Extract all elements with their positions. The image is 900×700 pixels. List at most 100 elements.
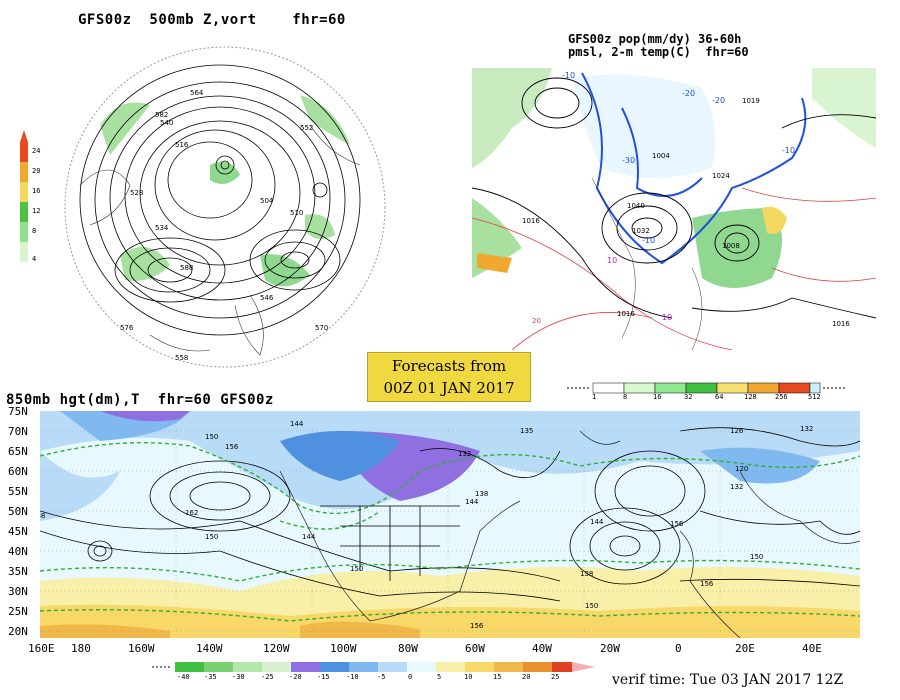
pop-legend-label: 1: [592, 393, 597, 401]
h850-height-label: 132: [730, 483, 743, 491]
lat-label: 45N: [8, 525, 28, 538]
pop-isobar-label: 1016: [522, 217, 540, 225]
pop-temp-label: -10: [562, 71, 575, 80]
h850-legend-label: -10: [346, 673, 359, 681]
h850-legend-label: 15: [493, 673, 502, 681]
vort-legend-label: 16: [32, 187, 41, 195]
forecast-banner: Forecasts from 00Z 01 JAN 2017: [367, 352, 531, 402]
pop-legend-label: 512: [808, 393, 821, 401]
lat-label: 20N: [8, 625, 28, 638]
pop-panel-title-line2: pmsl, 2-m temp(C) fhr=60: [568, 45, 749, 59]
lon-label: 120W: [263, 642, 290, 655]
h850-height-label: 150: [350, 565, 363, 573]
lon-label: 160W: [128, 642, 155, 655]
pop-isobar-label: 1019: [742, 97, 760, 105]
h850-height-label: 132: [800, 425, 813, 433]
h850-height-label: 150: [585, 602, 598, 610]
pop-temp-label: -10: [782, 146, 795, 155]
pop-temp-label: 10: [662, 313, 672, 322]
lon-label: 40E: [802, 642, 822, 655]
pop-isobar-label: 1008: [722, 242, 740, 250]
lon-label: 40W: [532, 642, 552, 655]
h850-legend-label: -25: [261, 673, 274, 681]
pop-isobar-label: 1032: [632, 227, 650, 235]
h850-height-label: 126: [730, 427, 744, 435]
h850-height-label: 150: [205, 533, 218, 541]
h850-legend-label: 0: [408, 673, 413, 681]
h850-height-label: 132: [458, 450, 471, 458]
pop-map: 1016 1008 1040 1032 1024 1004 1016 1016 …: [472, 68, 876, 350]
pop-legend-label: 128: [744, 393, 757, 401]
lat-label: 75N: [8, 405, 28, 418]
pop-legend: 1 8 16 32 64 128 256 512: [565, 381, 847, 403]
h850-height-label: 144: [465, 498, 479, 506]
h850-height-label: 150: [750, 553, 763, 561]
pop-temp-label: -20: [682, 89, 695, 98]
vort-contour-label: 576: [120, 324, 134, 332]
h850-panel-title: 850mb hgt(dm),T fhr=60 GFS00z: [6, 392, 274, 408]
pop-legend-label: 8: [623, 393, 628, 401]
lat-label: 55N: [8, 485, 28, 498]
lat-label: 25N: [8, 605, 28, 618]
vort-legend-bar: [20, 130, 28, 262]
pop-panel-title-line1: GFS00z pop(mm/dy) 36-60h: [568, 32, 742, 46]
pop-isobar-label: 1016: [617, 310, 635, 318]
vort-panel-title: GFS00z 500mb Z,vort fhr=60: [78, 12, 346, 28]
lat-label: 40N: [8, 545, 28, 558]
h850-legend-label: 25: [551, 673, 560, 681]
vort-legend-label: 12: [32, 207, 41, 215]
lon-label: 180: [71, 642, 91, 655]
pop-legend-label: 16: [653, 393, 662, 401]
vort-legend-label: 20: [32, 167, 41, 175]
lon-label: 100W: [330, 642, 357, 655]
pop-temp-label: -20: [712, 96, 725, 105]
pop-temp-label: 10: [607, 256, 617, 265]
pop-legend-label: 32: [684, 393, 693, 401]
pop-isobar-label: 1040: [627, 202, 645, 210]
vort-contour-label: 588: [180, 264, 193, 272]
pop-legend-bar: [567, 382, 845, 394]
vort-contour-label: 564: [190, 89, 204, 97]
lon-label: 160E: [28, 642, 55, 655]
forecast-banner-line1: Forecasts from: [391, 357, 507, 375]
h850-height-label: 144: [290, 420, 304, 428]
h850-legend-label: -30: [232, 673, 245, 681]
vort-polar-map: 564 582 540 552 516 528 504 510 534 570 …: [64, 46, 386, 368]
vort-legend: 24 20 16 12 8 4: [14, 130, 40, 265]
lon-label: 60W: [465, 642, 485, 655]
pop-legend-label: 64: [715, 393, 724, 401]
pop-isobar-label: 1016: [832, 320, 850, 328]
pop-isobar-label: 1024: [712, 172, 730, 180]
h850-height-label: 156: [670, 520, 684, 528]
vort-contour-label: 540: [160, 119, 173, 127]
h850-height-label: 138: [580, 570, 593, 578]
h850-height-label: 135: [520, 427, 533, 435]
pop-isobar-label: 1004: [652, 152, 670, 160]
h850-legend-label: -35: [204, 673, 217, 681]
lon-label: 20E: [735, 642, 755, 655]
vort-legend-label: 4: [32, 255, 37, 263]
lat-label: 70N: [8, 425, 28, 438]
h850-height-label: 120: [735, 465, 748, 473]
h850-height-label: 144: [302, 533, 316, 541]
lon-label: 140W: [196, 642, 223, 655]
h850-map: 150 156 144 132 135 138 144 126 132 120 …: [40, 411, 860, 638]
verif-time: verif time: Tue 03 JAN 2017 12Z: [612, 672, 844, 688]
h850-legend-label: 5: [437, 673, 442, 681]
h850-height-label: 138: [40, 512, 45, 520]
pop-temp-label: -30: [622, 156, 635, 165]
vort-contour-label: 546: [260, 294, 274, 302]
pop-temp-label: 20: [532, 317, 541, 325]
vort-contour-label: 552: [300, 124, 313, 132]
lat-label: 60N: [8, 465, 28, 478]
lon-label: 80W: [398, 642, 418, 655]
vort-contour-label: 558: [175, 354, 188, 362]
h850-height-label: 156: [225, 443, 239, 451]
h850-legend-label: 20: [522, 673, 531, 681]
lat-axis: 75N 70N 65N 60N 55N 50N 45N 40N 35N 30N …: [8, 405, 40, 640]
h850-legend: -40 -35 -30 -25 -20 -15 -10 -5 0 5 10 15…: [150, 660, 610, 686]
h850-height-label: 156: [470, 622, 484, 630]
vort-contour-label: 528: [130, 189, 143, 197]
h850-legend-label: -5: [377, 673, 386, 681]
h850-height-label: 162: [185, 509, 198, 517]
